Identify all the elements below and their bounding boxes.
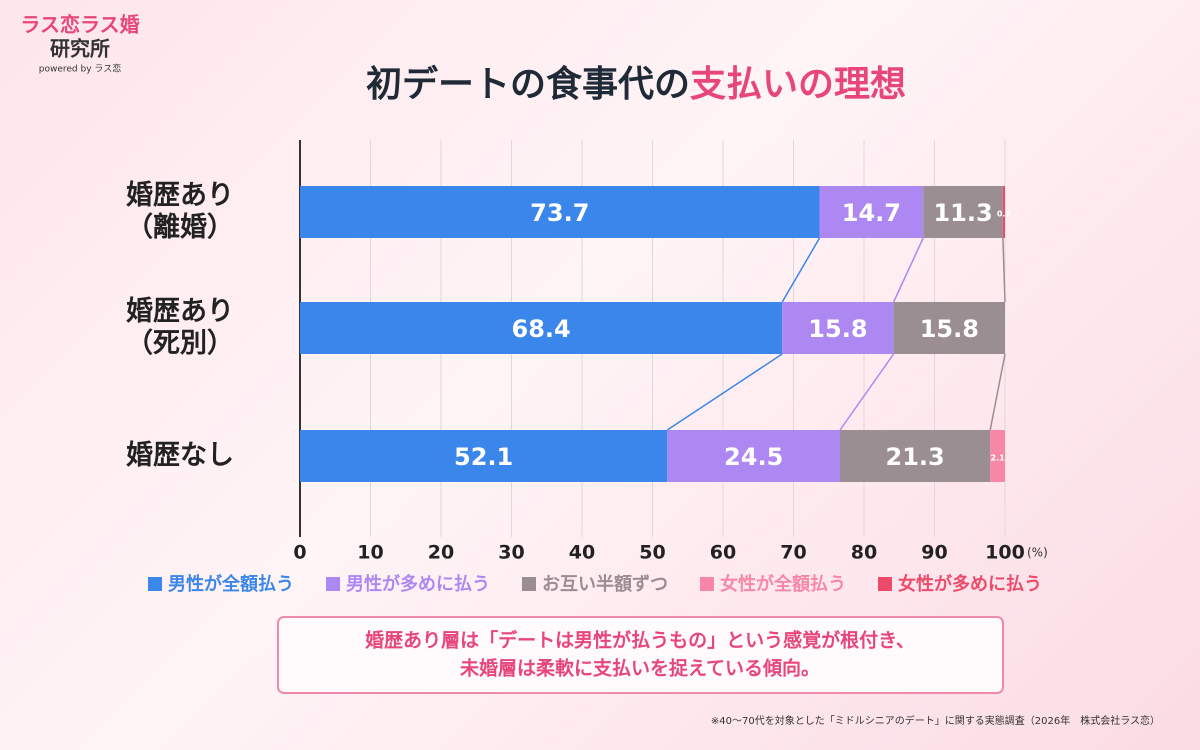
legend-swatch [326, 577, 340, 591]
note-text: 未婚層は柔軟に支払いを捉えている傾向。 [459, 657, 820, 680]
data-label: 15.8 [808, 315, 867, 343]
data-label: 24.5 [724, 443, 783, 471]
logo-text: 研究所 [50, 37, 110, 61]
x-tick-label: 80 [851, 542, 877, 564]
logo-text: powered by ラス恋 [39, 63, 121, 75]
title-part: 初デートの食事代の [366, 63, 690, 105]
connector [781, 237, 821, 303]
x-tick-label: 30 [498, 542, 524, 564]
bar-segment [782, 302, 894, 354]
x-tick-label: 0 [293, 542, 306, 564]
legend-swatch [700, 577, 714, 591]
connector [989, 353, 1006, 431]
legend-label: 女性が多めに払う [898, 573, 1042, 595]
bar-segment [819, 186, 924, 238]
data-label: 14.7 [842, 199, 901, 227]
footnote: ※40〜70代を対象とした「ミドルシニアのデート」に関する実態調査（2026年 … [711, 714, 1160, 727]
x-tick-label: 90 [921, 542, 947, 564]
title-highlight: 支払いの理想 [690, 64, 906, 105]
logo-text: ラス恋ラス婚 [20, 13, 139, 37]
legend-swatch [522, 577, 536, 591]
note-box [277, 616, 1004, 694]
data-label: 15.8 [920, 315, 979, 343]
data-label: 0.3 [997, 210, 1011, 219]
x-unit: (%) [1027, 546, 1048, 560]
data-label: 2.1 [991, 454, 1006, 463]
data-label: 21.3 [886, 443, 945, 471]
x-tick-label: 40 [569, 542, 595, 564]
x-tick-label: 100 [985, 542, 1025, 564]
y-tick-label: 婚歴なし [126, 440, 234, 471]
bar-segment [667, 430, 841, 482]
data-label: 52.1 [454, 443, 513, 471]
y-tick-label: 婚歴あり （死別） [126, 296, 234, 359]
chart-title: 初デートの食事代の支払いの理想 [366, 63, 906, 105]
bar-segment [923, 186, 1003, 238]
connector [1002, 237, 1006, 303]
note-text: 婚歴あり層は「デートは男性が払うもの」という感覚が根付き、 [365, 629, 915, 652]
x-tick-label: 20 [428, 542, 454, 564]
y-tick-label: 婚歴あり （離婚） [126, 180, 234, 243]
bar-segment [300, 302, 783, 354]
data-label: 11.3 [933, 199, 992, 227]
legend-label: 男性が全額払う [168, 573, 294, 595]
connector [839, 353, 895, 431]
legend-label: 男性が多めに払う [346, 573, 490, 595]
legend-swatch [878, 577, 892, 591]
legend-label: 女性が全額払う [720, 573, 846, 595]
connector [666, 353, 783, 431]
x-tick-label: 50 [639, 542, 665, 564]
bar-segment [990, 430, 1005, 482]
x-tick-label: 10 [357, 542, 383, 564]
data-label: 73.7 [530, 199, 589, 227]
data-label: 68.4 [512, 315, 571, 343]
bar-segment [300, 186, 820, 238]
x-tick-label: 70 [780, 542, 806, 564]
bar-segment [1002, 186, 1005, 238]
connector [892, 237, 924, 303]
legend-label: お互い半額ずつ [542, 573, 668, 595]
legend-swatch [148, 577, 162, 591]
bar-segment [840, 430, 991, 482]
bar-segment [300, 430, 668, 482]
x-tick-label: 60 [710, 542, 736, 564]
bar-segment [893, 302, 1005, 354]
